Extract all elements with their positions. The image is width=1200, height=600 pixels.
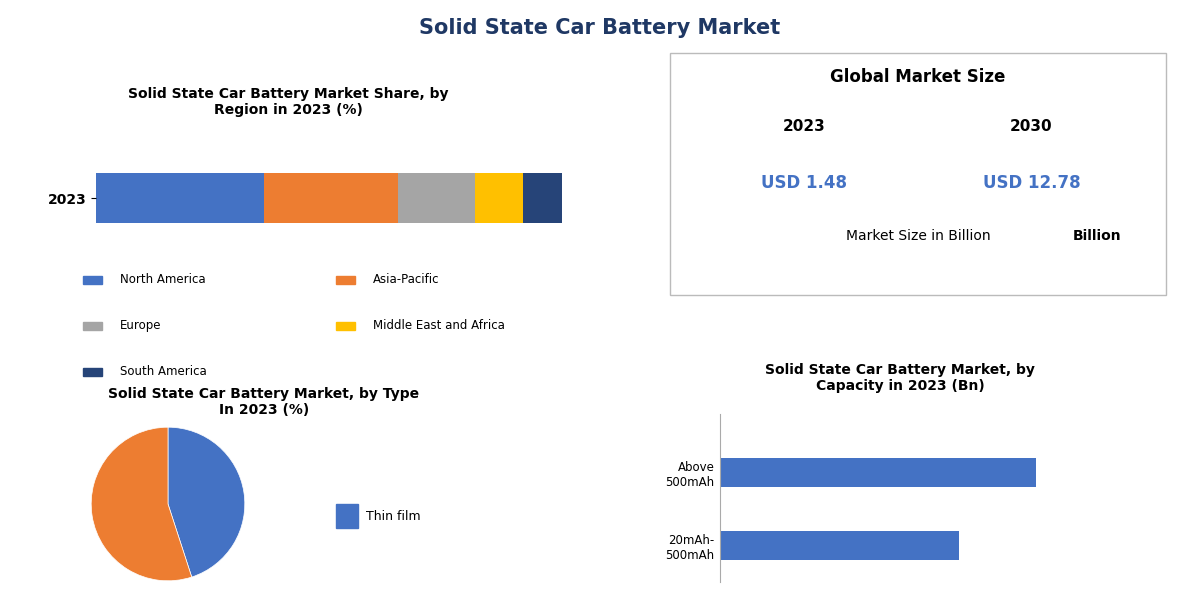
Text: Market Size in Billion: Market Size in Billion <box>846 229 990 244</box>
Bar <box>720 458 1036 487</box>
Text: Middle East and Africa: Middle East and Africa <box>373 319 505 332</box>
Text: South America: South America <box>120 365 206 378</box>
Text: 2023: 2023 <box>784 119 826 134</box>
Bar <box>398 173 475 223</box>
Bar <box>83 322 102 330</box>
Text: Billion: Billion <box>1073 229 1122 244</box>
Text: North America: North America <box>120 273 205 286</box>
Bar <box>523 173 562 223</box>
Bar <box>264 173 398 223</box>
Bar <box>336 276 355 284</box>
Text: Thin film: Thin film <box>366 509 421 523</box>
Text: Solid State Car Battery Market, by
Capacity in 2023 (Bn): Solid State Car Battery Market, by Capac… <box>766 363 1034 393</box>
Text: Solid State Car Battery Market Share, by
Region in 2023 (%): Solid State Car Battery Market Share, by… <box>127 87 449 117</box>
FancyBboxPatch shape <box>671 53 1165 295</box>
Wedge shape <box>91 427 192 581</box>
Text: Europe: Europe <box>120 319 161 332</box>
Text: Asia-Pacific: Asia-Pacific <box>373 273 439 286</box>
Text: USD 12.78: USD 12.78 <box>983 174 1080 192</box>
Text: 2030: 2030 <box>1010 119 1052 134</box>
Text: Global Market Size: Global Market Size <box>830 68 1006 86</box>
Bar <box>83 368 102 376</box>
Bar <box>720 531 959 560</box>
Bar <box>83 276 102 284</box>
Bar <box>336 504 358 528</box>
Text: Solid State Car Battery Market, by Type
In 2023 (%): Solid State Car Battery Market, by Type … <box>108 387 420 417</box>
Wedge shape <box>168 427 245 577</box>
Bar <box>475 173 523 223</box>
Bar <box>96 173 264 223</box>
Bar <box>336 322 355 330</box>
Text: Solid State Car Battery Market: Solid State Car Battery Market <box>419 18 781 38</box>
Text: USD 1.48: USD 1.48 <box>762 174 847 192</box>
